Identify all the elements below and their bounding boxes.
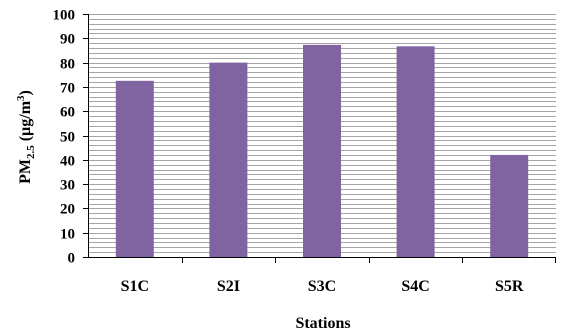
y-tick-labels: 0 10 20 30 40 50 60 70 80 90 100 — [53, 8, 88, 267]
y-tick-label: 60 — [60, 105, 75, 121]
y-tick-label: 30 — [60, 178, 75, 194]
y-axis-title-prefix: PM — [17, 159, 34, 184]
y-axis-title: PM2.5 (µg/m3) — [15, 90, 37, 184]
bar-s5r — [490, 154, 529, 257]
y-axis-title-superscript: 3 — [15, 95, 27, 101]
x-tick-label-s4c: S4C — [401, 278, 429, 295]
y-tick-label: 70 — [60, 81, 75, 97]
bar-s3c — [303, 44, 341, 258]
y-axis-title-subscript: 2.5 — [25, 145, 37, 159]
y-tick-label: 0 — [68, 251, 76, 267]
x-tick-label-s1c: S1C — [121, 278, 149, 295]
bar-s4c — [396, 46, 435, 257]
y-tick-label: 100 — [53, 8, 76, 24]
y-tick-label: 10 — [60, 227, 75, 243]
x-tick-labels: S1C S2I S3C S4C S5R — [121, 257, 556, 295]
y-axis-title-unit-open: (µg/m — [17, 100, 34, 145]
bar-s2i — [209, 62, 248, 257]
x-tick-label-s3c: S3C — [308, 278, 336, 295]
x-tick-label-s5r: S5R — [495, 278, 524, 295]
bars — [115, 44, 529, 258]
y-tick-label: 20 — [60, 202, 75, 218]
y-tick-label: 40 — [60, 154, 75, 170]
bar-s1c — [115, 80, 154, 257]
x-tick-label-s2i: S2I — [217, 278, 240, 295]
y-axis-title-unit-close: ) — [17, 90, 34, 95]
x-axis-title: Stations — [295, 315, 350, 332]
y-tick-label: 90 — [60, 32, 75, 48]
y-tick-label: 80 — [60, 57, 75, 73]
y-tick-label: 50 — [60, 130, 75, 146]
